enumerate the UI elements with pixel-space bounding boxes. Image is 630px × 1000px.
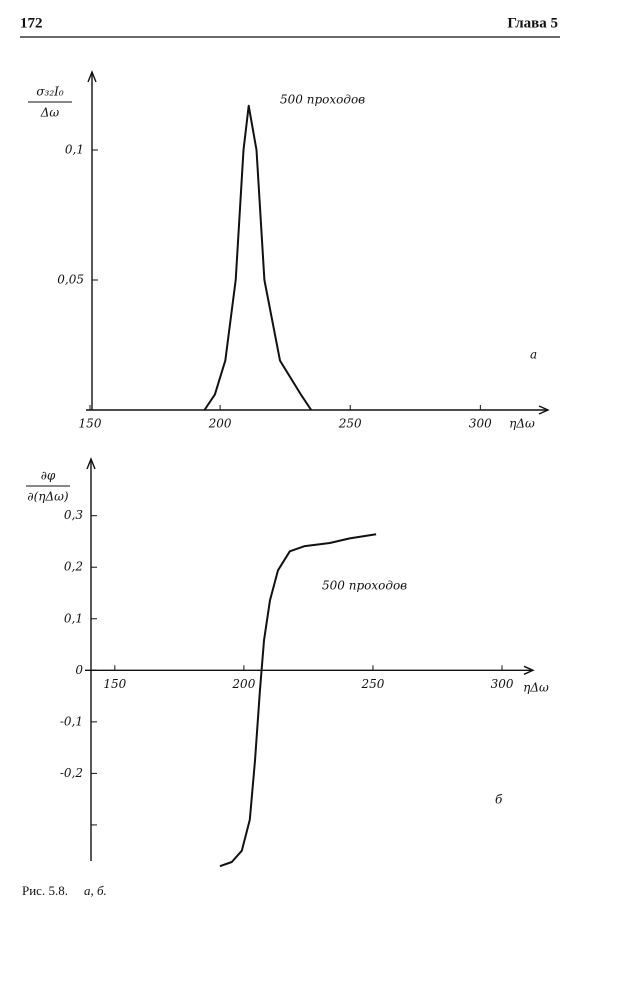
y-tick-label: 0 bbox=[75, 663, 83, 677]
y-axis-arrow bbox=[87, 70, 97, 83]
y-tick-label: 0,2 bbox=[64, 560, 83, 574]
page-number: 172 bbox=[20, 15, 43, 31]
x-axis-label: ηΔω bbox=[523, 681, 549, 695]
x-tick-label: 250 bbox=[338, 417, 362, 431]
x-tick-label: 300 bbox=[491, 677, 514, 691]
curve bbox=[203, 104, 313, 411]
y-axis-arrow bbox=[86, 457, 96, 470]
panel-letter: а bbox=[530, 348, 537, 362]
y-tick-label: -0,2 bbox=[60, 766, 83, 780]
y-label-denominator: ∂(ηΔω) bbox=[27, 490, 69, 504]
figure-panels: а, б. bbox=[84, 883, 107, 898]
x-tick-label: 150 bbox=[103, 677, 126, 691]
x-tick-label: 150 bbox=[79, 417, 102, 431]
y-tick-label: 0,1 bbox=[65, 143, 84, 157]
y-tick-label: 0,1 bbox=[64, 611, 83, 625]
x-tick-label: 200 bbox=[231, 677, 255, 691]
annotation: 500 проходов bbox=[280, 93, 365, 107]
curve bbox=[219, 533, 377, 868]
y-label-numerator: σ₃₂I₀ bbox=[36, 85, 64, 99]
x-axis-arrow bbox=[523, 665, 535, 675]
panel-letter: б bbox=[495, 793, 503, 807]
x-axis-label: ηΔω bbox=[509, 417, 535, 431]
y-label-numerator: ∂φ bbox=[41, 469, 56, 483]
y-tick-label: -0,1 bbox=[60, 714, 83, 728]
chapter-title: Глава 5 bbox=[507, 15, 558, 31]
x-axis-arrow bbox=[538, 405, 550, 415]
y-label-denominator: Δω bbox=[40, 106, 60, 120]
figure-caption: Рис. 5.8. bbox=[22, 883, 68, 898]
x-tick-label: 300 bbox=[469, 417, 492, 431]
x-tick-label: 200 bbox=[208, 417, 232, 431]
y-tick-label: 0,3 bbox=[64, 508, 83, 522]
annotation: 500 проходов bbox=[322, 579, 407, 593]
x-tick-label: 250 bbox=[361, 677, 385, 691]
y-tick-label: 0,05 bbox=[57, 273, 84, 287]
